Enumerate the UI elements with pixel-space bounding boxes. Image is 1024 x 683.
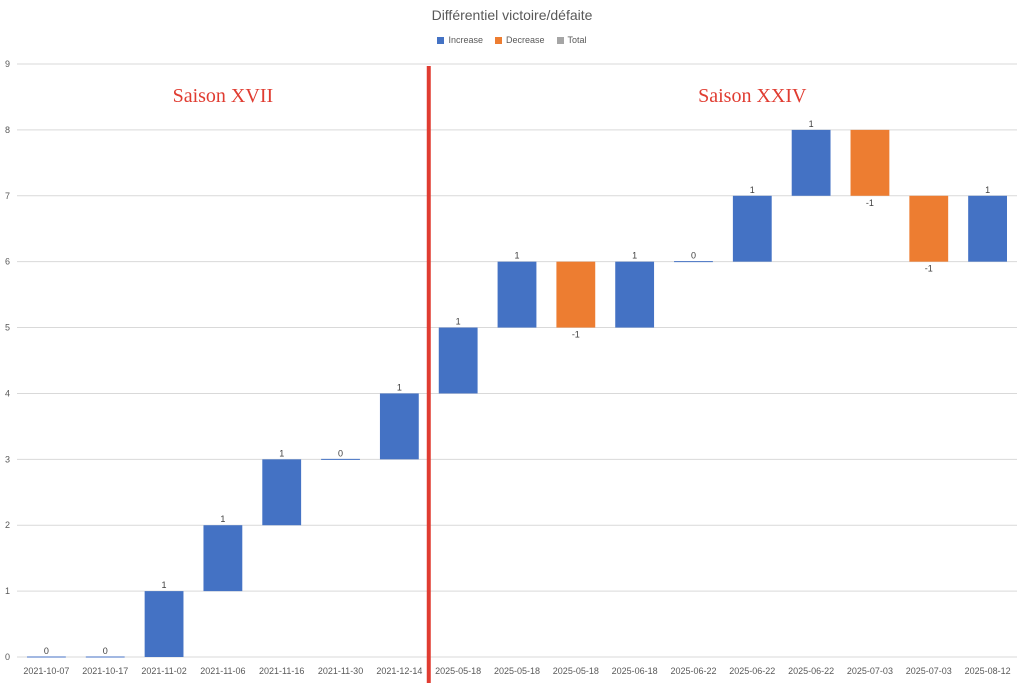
data-label: 1 [456, 317, 461, 327]
x-tick-label: 2025-05-18 [553, 666, 599, 676]
y-tick-label: 1 [5, 586, 10, 596]
legend-swatch-decrease [494, 36, 502, 44]
data-label: 1 [750, 185, 755, 195]
y-tick-label: 3 [5, 454, 10, 464]
legend-label-decrease: Decrease [505, 35, 545, 45]
waterfall-bar [262, 459, 302, 526]
data-label: 0 [103, 646, 108, 656]
data-label: -1 [866, 198, 874, 208]
chart-title: Différentiel victoire/défaite [431, 7, 593, 23]
legend-swatch-total [556, 36, 564, 44]
x-tick-label: 2025-05-18 [435, 666, 481, 676]
y-tick-label: 9 [5, 59, 10, 69]
x-tick-label: 2025-06-18 [612, 666, 658, 676]
y-tick-label: 0 [5, 652, 10, 662]
waterfall-bar [556, 261, 596, 328]
data-label: 1 [809, 119, 814, 129]
legend: Increase Decrease Total [0, 35, 1024, 45]
data-label: 0 [691, 251, 696, 261]
y-tick-label: 7 [5, 191, 10, 201]
data-label: 1 [279, 448, 284, 458]
season-annotation: Saison XVII [173, 85, 274, 107]
x-tick-label: 2025-07-03 [906, 666, 952, 676]
waterfall-bar [203, 525, 243, 592]
data-label: 0 [44, 646, 49, 656]
y-tick-label: 6 [5, 257, 10, 267]
y-tick-label: 2 [5, 520, 10, 530]
waterfall-bar [438, 327, 478, 394]
y-tick-label: 8 [5, 125, 10, 135]
waterfall-bar [791, 129, 831, 196]
waterfall-bar [850, 129, 890, 196]
data-label: 1 [220, 514, 225, 524]
data-label: -1 [925, 264, 933, 274]
data-label: -1 [572, 330, 580, 340]
waterfall-bar [615, 261, 655, 328]
data-label: 0 [338, 448, 343, 458]
x-tick-label: 2025-05-18 [494, 666, 540, 676]
x-tick-label: 2025-06-22 [729, 666, 775, 676]
x-tick-label: 2021-11-30 [318, 666, 363, 676]
x-tick-label: 2021-10-17 [82, 666, 128, 676]
legend-item-increase: Increase [437, 35, 483, 45]
data-label: 1 [397, 382, 402, 392]
season-annotation: Saison XXIV [698, 85, 807, 107]
data-label: 1 [514, 251, 519, 261]
x-tick-label: 2025-08-12 [965, 666, 1011, 676]
x-tick-label: 2025-06-22 [670, 666, 716, 676]
legend-label-increase: Increase [448, 35, 483, 45]
x-tick-label: 2021-11-06 [200, 666, 245, 676]
x-tick-label: 2021-12-14 [376, 666, 422, 676]
waterfall-bar [968, 195, 1007, 262]
legend-item-total: Total [556, 35, 587, 45]
data-label: 1 [985, 185, 990, 195]
x-tick-label: 2025-07-03 [847, 666, 893, 676]
y-tick-label: 4 [5, 388, 10, 398]
data-label: 1 [162, 580, 167, 590]
y-tick-label: 5 [5, 323, 10, 333]
x-tick-label: 2021-10-07 [23, 666, 69, 676]
legend-item-decrease: Decrease [494, 35, 545, 45]
waterfall-bar [379, 393, 419, 460]
waterfall-bar [144, 591, 184, 657]
x-tick-label: 2021-11-16 [259, 666, 304, 676]
x-tick-label: 2025-06-22 [788, 666, 834, 676]
waterfall-bar [497, 261, 537, 328]
data-label: 1 [632, 251, 637, 261]
waterfall-bar [732, 195, 772, 262]
waterfall-bar [909, 195, 949, 262]
legend-label-total: Total [567, 35, 587, 45]
x-tick-label: 2021-11-02 [141, 666, 186, 676]
legend-swatch-increase [437, 36, 445, 44]
